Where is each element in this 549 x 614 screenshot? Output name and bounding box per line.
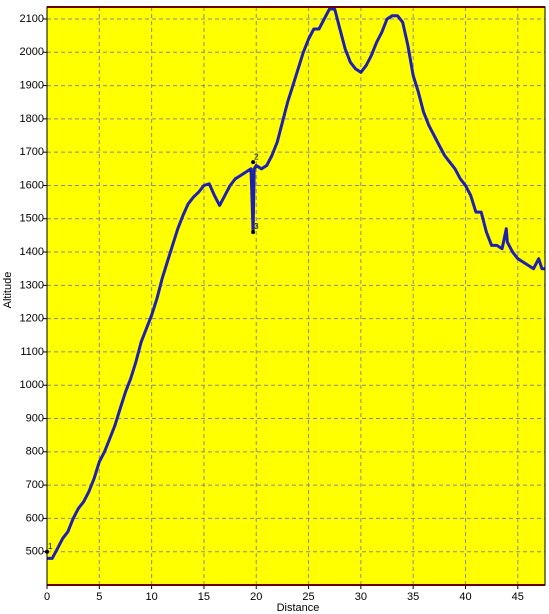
- x-axis-label: Distance: [277, 602, 320, 614]
- y-tick-label: 1600: [20, 179, 44, 191]
- annotation-label: 2: [254, 152, 259, 161]
- plot-frame: [46, 6, 546, 586]
- annotation-point: [251, 230, 256, 235]
- y-tick-label: 700: [26, 479, 44, 491]
- x-tick-label: 15: [198, 591, 210, 603]
- y-tick-label: 1000: [20, 379, 44, 391]
- annotation-point: [251, 160, 256, 165]
- y-tick-label: 1100: [20, 346, 44, 358]
- x-tick-label: 35: [407, 591, 419, 603]
- annotation-label: 1: [48, 542, 53, 551]
- x-tick-label: 0: [44, 591, 50, 603]
- x-tick-label: 40: [459, 591, 471, 603]
- y-tick-label: 1500: [20, 213, 44, 225]
- y-tick-label: 800: [26, 446, 44, 458]
- y-tick-label: 1300: [20, 279, 44, 291]
- y-tick-label: 1800: [20, 113, 44, 125]
- annotation-label: 3: [254, 222, 259, 231]
- x-tick-label: 25: [302, 591, 314, 603]
- y-tick-label: 900: [26, 412, 44, 424]
- y-tick-label: 500: [26, 546, 44, 558]
- y-tick-label: 1900: [20, 79, 44, 91]
- y-tick-label: 2100: [20, 13, 44, 25]
- x-tick-label: 10: [145, 591, 157, 603]
- y-axis-label: Altitude: [2, 272, 14, 309]
- y-tick-label: 1200: [20, 313, 44, 325]
- y-tick-label: 1400: [20, 246, 44, 258]
- altitude-line: [47, 7, 545, 560]
- y-tick-label: 600: [26, 512, 44, 524]
- x-tick-label: 30: [355, 591, 367, 603]
- x-tick-label: 45: [512, 591, 524, 603]
- y-tick-label: 1700: [20, 146, 44, 158]
- annotation-point: [45, 549, 49, 554]
- x-tick-label: 5: [96, 591, 102, 603]
- plot-area: [47, 7, 545, 585]
- y-tick-label: 2000: [20, 46, 44, 58]
- x-tick-label: 20: [250, 591, 262, 603]
